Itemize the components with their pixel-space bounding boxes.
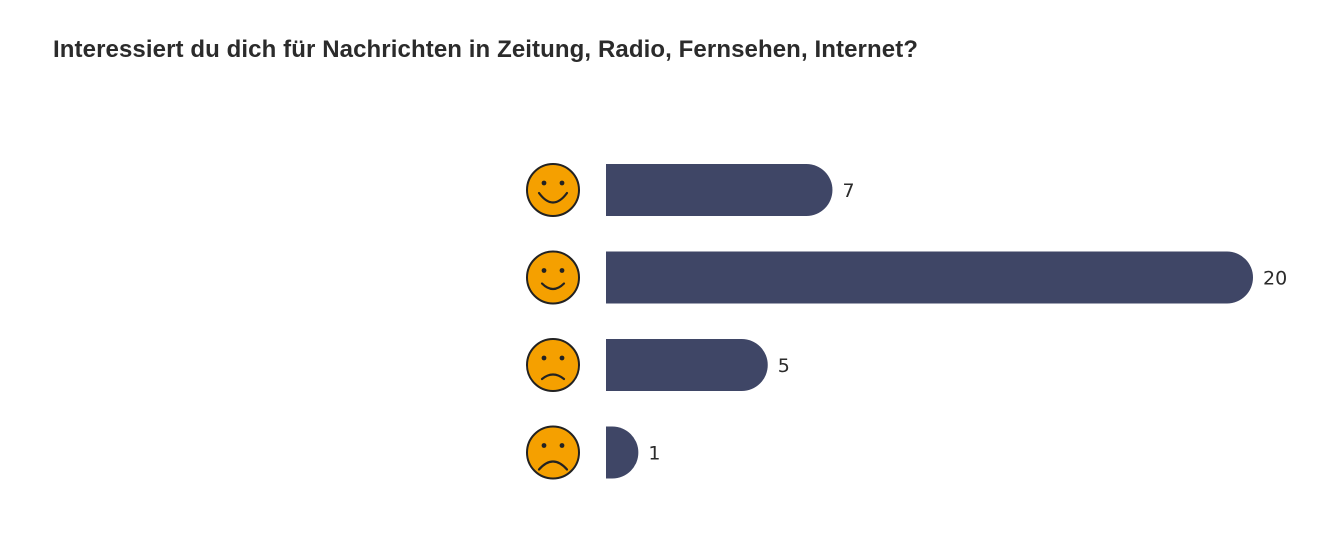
face-circle [526,250,580,305]
face-mouth [537,460,569,471]
right-eye [559,268,565,273]
bar-value-label: 5 [778,355,790,377]
right-eye [559,180,565,186]
bar-value-label: 7 [842,180,854,202]
face-circle [526,163,580,217]
face-circle [526,338,580,392]
left-eye [541,355,547,361]
bar [606,164,833,216]
bar-row: 1 [526,425,660,480]
right-eye [559,355,565,361]
left-eye [541,268,547,273]
bar-value-label: 20 [1263,268,1287,290]
face-mouth [540,373,566,381]
bar-row: 5 [526,338,790,392]
left-eye [541,180,547,186]
bar [606,251,1254,304]
bar [606,426,639,479]
right-eye [559,443,565,448]
bar-row: 20 [526,250,1287,305]
happy-face-icon [526,250,580,305]
bar [606,339,768,391]
bar-row: 7 [526,163,855,217]
very-happy-face-icon [526,163,580,217]
very-sad-face-icon [526,425,580,480]
face-mouth [537,191,569,204]
face-mouth [540,282,566,291]
chart-title: Interessiert du dich für Nachrichten in … [53,36,919,63]
face-circle [526,425,580,480]
sad-face-icon [526,338,580,392]
bar-value-label: 1 [648,443,660,465]
left-eye [541,443,547,448]
